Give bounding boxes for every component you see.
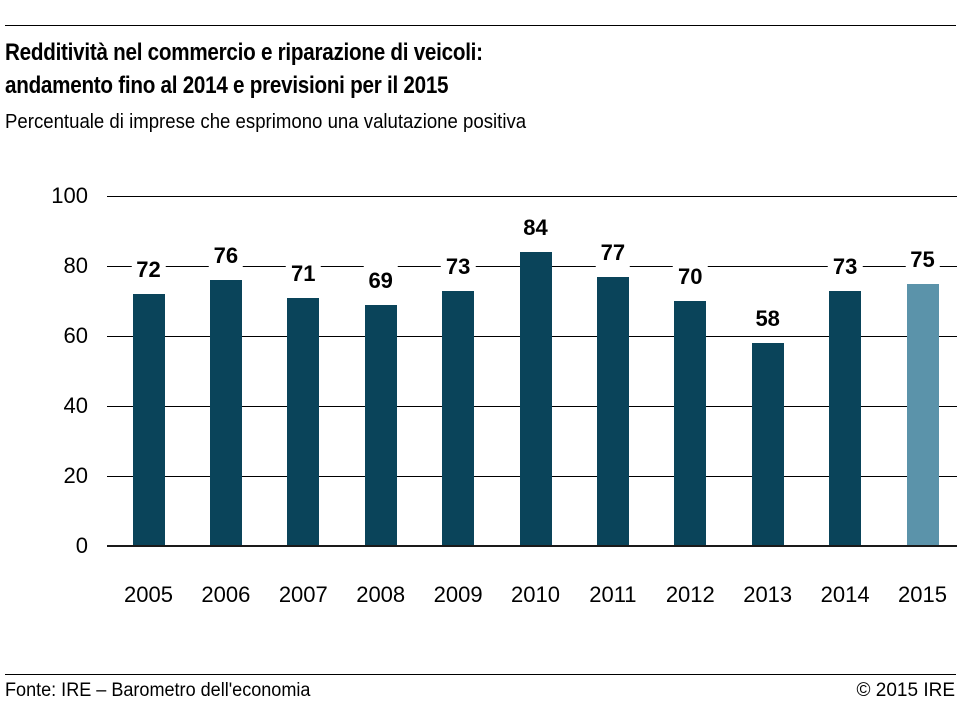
chart-title-line-1: Redditività nel commercio e riparazione …	[5, 39, 483, 66]
x-axis-label-2005: 2005	[124, 582, 173, 607]
x-axis-label-2006: 2006	[201, 582, 251, 607]
source-text: Fonte: IRE – Barometro dell'economia	[5, 680, 311, 701]
bar-2009	[442, 290, 475, 546]
value-label-2012: 70	[673, 262, 708, 292]
bar-2015	[906, 283, 939, 546]
x-axis-label-2011: 2011	[589, 582, 637, 607]
footer-rule	[5, 674, 956, 675]
x-axis-label-2010: 2010	[511, 582, 560, 607]
y-axis-label-80: 80	[63, 253, 88, 278]
x-axis-label-2013: 2013	[743, 582, 793, 607]
bar-2014	[829, 290, 862, 546]
chart-title-line-2: andamento fino al 2014 e previsioni per …	[5, 72, 449, 99]
value-label-2014: 73	[827, 251, 863, 282]
x-axis-label-2012: 2012	[665, 582, 715, 607]
bar-2006	[209, 280, 242, 546]
gridline-y-0	[107, 545, 957, 547]
bar-2008	[364, 304, 397, 546]
value-label-2013: 58	[750, 304, 785, 334]
chart-subtitle: Percentuale di imprese che esprimono una…	[5, 111, 527, 133]
value-label-2015: 75	[905, 244, 940, 275]
value-label-2011: 77	[595, 237, 631, 268]
bar-2007	[287, 297, 320, 546]
value-label-2006: 76	[208, 241, 244, 271]
copyright-text: © 2015 IRE	[856, 680, 956, 701]
y-axis-label-40: 40	[63, 393, 88, 418]
value-label-2005: 72	[131, 255, 166, 285]
x-axis-label-2007: 2007	[278, 582, 328, 607]
value-label-2008: 69	[363, 265, 398, 296]
x-axis-label-2015: 2015	[898, 582, 947, 607]
bar-2012	[674, 301, 707, 546]
value-label-2010: 84	[518, 213, 553, 243]
bar-2013	[751, 343, 784, 546]
bar-2010	[519, 252, 552, 546]
top-rule	[5, 25, 956, 26]
x-axis-label-2008: 2008	[356, 582, 406, 607]
value-label-2009: 73	[440, 251, 476, 282]
gridline-y-100	[107, 196, 957, 197]
y-axis-label-60: 60	[63, 323, 88, 348]
value-label-2007: 71	[286, 258, 321, 289]
x-axis-label-2014: 2014	[820, 582, 870, 607]
bar-2005	[132, 294, 165, 546]
y-axis-label-20: 20	[63, 463, 88, 488]
bar-2011	[596, 276, 629, 546]
x-axis-label-2009: 2009	[433, 582, 483, 607]
y-axis-label-100: 100	[51, 183, 88, 208]
chart-title: Redditività nel commercio e riparazione …	[5, 36, 561, 102]
y-axis-label-0: 0	[75, 533, 88, 558]
